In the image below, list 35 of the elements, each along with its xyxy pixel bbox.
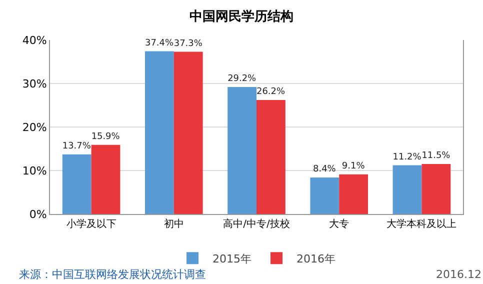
x-tick-label: 大学本科及以上 [386, 218, 457, 230]
data-label: 15.9% [91, 132, 120, 142]
y-tick-label: 20% [22, 120, 47, 134]
data-label: 11.5% [422, 150, 451, 161]
bar [228, 86, 256, 214]
legend-label: 2015年 [212, 252, 252, 266]
data-label: 26.2% [256, 87, 286, 98]
bar [392, 165, 422, 214]
y-tick-label: 0% [29, 208, 47, 221]
bar [310, 177, 340, 214]
y-tick-label: 40% [22, 34, 47, 47]
source-note: 来源：中国互联网络发展状况统计调查 [19, 268, 206, 281]
bar [339, 174, 368, 214]
bar [144, 51, 174, 214]
bar [422, 164, 451, 214]
y-tick-label: 10% [22, 164, 47, 178]
bar [91, 144, 120, 214]
x-tick-label: 初中 [164, 218, 184, 230]
chart-title: 中国网民学历结构 [190, 9, 294, 24]
data-label: 37.3% [174, 38, 203, 49]
text: 2016.12 [436, 268, 482, 281]
bar [62, 154, 92, 214]
data-label: 9.1% [342, 161, 366, 172]
y-tick-label: 30% [22, 77, 47, 90]
legend-label: 2016年 [296, 252, 336, 266]
data-label: 37.4% [144, 38, 174, 48]
x-tick-label: 小学及以下 [66, 218, 116, 230]
data-label: 29.2% [228, 74, 257, 84]
data-label: 11.2% [392, 152, 422, 162]
data-label: 13.7% [62, 141, 92, 152]
data-label: 8.4% [312, 164, 336, 174]
bar [174, 52, 203, 214]
x-tick-label: 大专 [329, 218, 350, 230]
x-tick-label: 高中/中专/技校 [223, 218, 290, 230]
bar [256, 100, 286, 214]
